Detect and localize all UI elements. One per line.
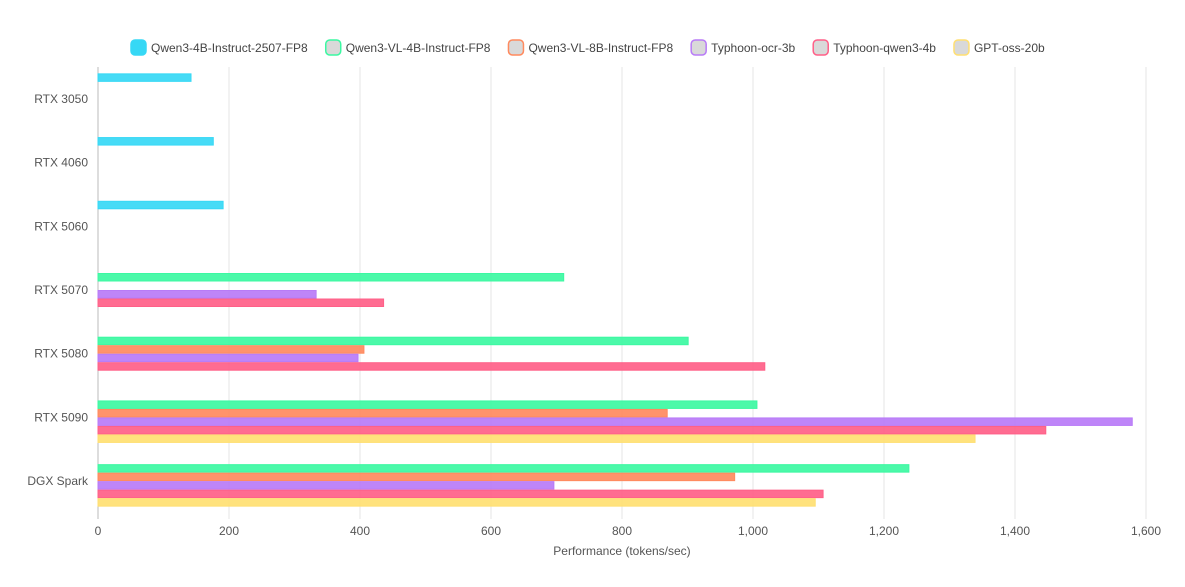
bar-qwen3-4b-instruct-2507-fp8 [97,137,214,146]
bar-gpt-oss-20b [97,498,816,507]
bar-qwen3-vl-8b-instruct-fp8 [97,345,365,354]
bar-typhoon-qwen3-4b [97,425,1047,435]
x-tick-label: 400 [350,524,370,538]
bar-typhoon-ocr-3b [97,353,359,363]
bar-qwen3-vl-8b-instruct-fp8 [97,408,668,418]
x-axis-title: Performance (tokens/sec) [553,544,690,558]
bar-typhoon-ocr-3b [97,481,555,490]
legend-item[interactable]: Typhoon-qwen3-4b [812,39,936,56]
y-tick-label: RTX 4060 [34,156,88,170]
x-tick-label: 1,000 [738,524,768,538]
legend-label: Typhoon-ocr-3b [711,41,795,55]
y-tick-label: RTX 5090 [34,410,88,424]
bar-qwen3-4b-instruct-2507-fp8 [97,200,224,210]
y-tick-label: RTX 3050 [34,92,88,106]
legend-item[interactable]: Qwen3-4B-Instruct-2507-FP8 [130,39,308,56]
y-tick-label: RTX 5060 [34,219,88,233]
x-tick-label: 1,600 [1131,524,1161,538]
bar-typhoon-ocr-3b [97,290,317,299]
legend-swatch [507,39,525,56]
x-tick-label: 800 [612,524,632,538]
legend-label: GPT-oss-20b [974,41,1045,55]
bar-qwen3-4b-instruct-2507-fp8 [97,73,192,82]
legend-item[interactable]: Qwen3-VL-8B-Instruct-FP8 [507,39,673,56]
y-tick-label: DGX Spark [27,474,89,488]
legend-item[interactable]: Typhoon-ocr-3b [690,39,796,56]
bar-gpt-oss-20b [97,434,976,443]
legend-swatch [324,39,342,56]
x-tick-label: 200 [219,524,239,538]
bar-typhoon-ocr-3b [97,417,1133,426]
bar-typhoon-qwen3-4b [97,298,385,307]
bar-qwen3-vl-4b-instruct-fp8 [97,273,565,282]
legend-swatch [690,39,707,56]
legend-item[interactable]: Qwen3-VL-4B-Instruct-FP8 [324,39,491,56]
bar-qwen3-vl-4b-instruct-fp8 [97,464,910,473]
bar-qwen3-vl-4b-instruct-fp8 [97,336,689,346]
x-tick-label: 1,200 [869,524,899,538]
legend-label: Typhoon-qwen3-4b [833,41,936,55]
legend-label: Qwen3-4B-Instruct-2507-FP8 [151,41,308,55]
legend-label: Qwen3-VL-4B-Instruct-FP8 [346,41,491,55]
y-tick-label: RTX 5080 [34,347,88,361]
legend-swatch [812,39,829,56]
x-tick-label: 1,400 [1000,524,1030,538]
bar-typhoon-qwen3-4b [97,489,824,499]
bar-typhoon-qwen3-4b [97,362,766,371]
bar-qwen3-vl-4b-instruct-fp8 [97,400,758,409]
x-tick-label: 600 [481,524,501,538]
y-tick-label: RTX 5070 [34,283,88,297]
x-tick-label: 0 [95,524,102,538]
legend-item[interactable]: GPT-oss-20b [953,39,1045,56]
legend-swatch [953,39,970,56]
bar-qwen3-vl-8b-instruct-fp8 [97,472,736,482]
legend-label: Qwen3-VL-8B-Instruct-FP8 [528,41,673,55]
legend-swatch [130,39,147,56]
